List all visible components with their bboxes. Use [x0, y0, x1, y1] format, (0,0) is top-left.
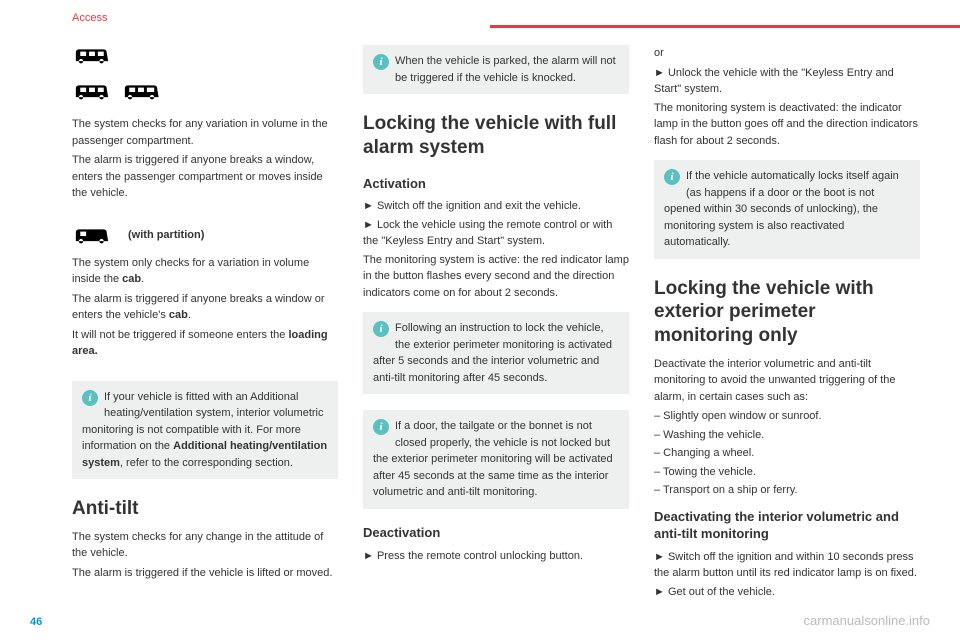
header-rule	[490, 25, 960, 28]
info-box-text: If your vehicle is fitted with an Additi…	[82, 389, 328, 472]
list-item: – Washing the vehicle.	[654, 427, 920, 444]
bullet-item: ► Switch off the ignition and exit the v…	[363, 198, 629, 215]
body-text: It will not be triggered if someone ente…	[72, 327, 338, 360]
paragraph-block: The system only checks for a variation i…	[72, 255, 338, 363]
info-icon: i	[82, 390, 98, 406]
column-2: i When the vehicle is parked, the alarm …	[363, 45, 629, 610]
info-box-text: If the vehicle automatically locks itsel…	[664, 168, 910, 251]
list-item: – Changing a wheel.	[654, 445, 920, 462]
heading-anti-tilt: Anti-tilt	[72, 497, 338, 521]
column-1: The system checks for any variation in v…	[72, 45, 338, 610]
bullet-item: ► Switch off the ignition and within 10 …	[654, 549, 920, 582]
list-item: – Slightly open window or sunroof.	[654, 408, 920, 425]
paragraph-block: The system checks for any variation in v…	[72, 116, 338, 205]
info-icon: i	[664, 169, 680, 185]
van-partition-row: (with partition)	[72, 225, 338, 247]
list-item: – Transport on a ship or ferry.	[654, 482, 920, 499]
body-text: The system checks for any variation in v…	[72, 116, 338, 149]
partition-label: (with partition)	[128, 227, 204, 244]
info-box: i If a door, the tailgate or the bonnet …	[363, 410, 629, 509]
subheading-deact-interior: Deactivating the interior volumetric and…	[654, 509, 920, 543]
body-text: The alarm is triggered if the vehicle is…	[72, 565, 338, 582]
body-text: Deactivate the interior volumetric and a…	[654, 356, 920, 406]
bullet-item: ► Get out of the vehicle.	[654, 584, 920, 601]
bullet-item: ► Press the remote control unlocking but…	[363, 548, 629, 565]
bullet-item: ► Unlock the vehicle with the "Keyless E…	[654, 65, 920, 98]
van-icon	[121, 81, 161, 103]
list-item: – Towing the vehicle.	[654, 464, 920, 481]
info-box: i Following an instruction to lock the v…	[363, 312, 629, 394]
info-box: i If the vehicle automatically locks its…	[654, 160, 920, 259]
heading-locking-full: Locking the vehicle with full alarm syst…	[363, 112, 629, 160]
body-text: The monitoring system is deactivated: th…	[654, 100, 920, 150]
page-number: 46	[30, 614, 42, 631]
page-header: Access	[0, 0, 960, 30]
info-box-text: If a door, the tailgate or the bonnet is…	[373, 418, 619, 501]
van-icon	[72, 225, 112, 247]
van-icon	[72, 45, 112, 67]
body-text: The system checks for any change in the …	[72, 529, 338, 562]
watermark: carmanualsonline.info	[804, 611, 930, 631]
bullet-item: ► Lock the vehicle using the remote cont…	[363, 217, 629, 250]
info-icon: i	[373, 54, 389, 70]
van-icon-row-2	[72, 81, 338, 109]
info-box-text: Following an instruction to lock the veh…	[373, 320, 619, 386]
header-title: Access	[72, 10, 107, 27]
main-content: The system checks for any variation in v…	[72, 45, 920, 610]
heading-perimeter-only: Locking the vehicle with exterior perime…	[654, 277, 920, 348]
info-box-text: When the vehicle is parked, the alarm wi…	[373, 53, 619, 86]
info-box: i When the vehicle is parked, the alarm …	[363, 45, 629, 94]
van-icon-row-1	[72, 45, 338, 73]
body-text: The alarm is triggered if anyone breaks …	[72, 152, 338, 202]
body-text: The alarm is triggered if anyone breaks …	[72, 291, 338, 324]
body-text: The system only checks for a variation i…	[72, 255, 338, 288]
van-icon	[72, 81, 112, 103]
body-text: The monitoring system is active: the red…	[363, 252, 629, 302]
subheading-deactivation: Deactivation	[363, 525, 629, 542]
subheading-activation: Activation	[363, 176, 629, 193]
info-box: i If your vehicle is fitted with an Addi…	[72, 381, 338, 480]
column-3: or ► Unlock the vehicle with the "Keyles…	[654, 45, 920, 610]
body-text: or	[654, 45, 920, 62]
